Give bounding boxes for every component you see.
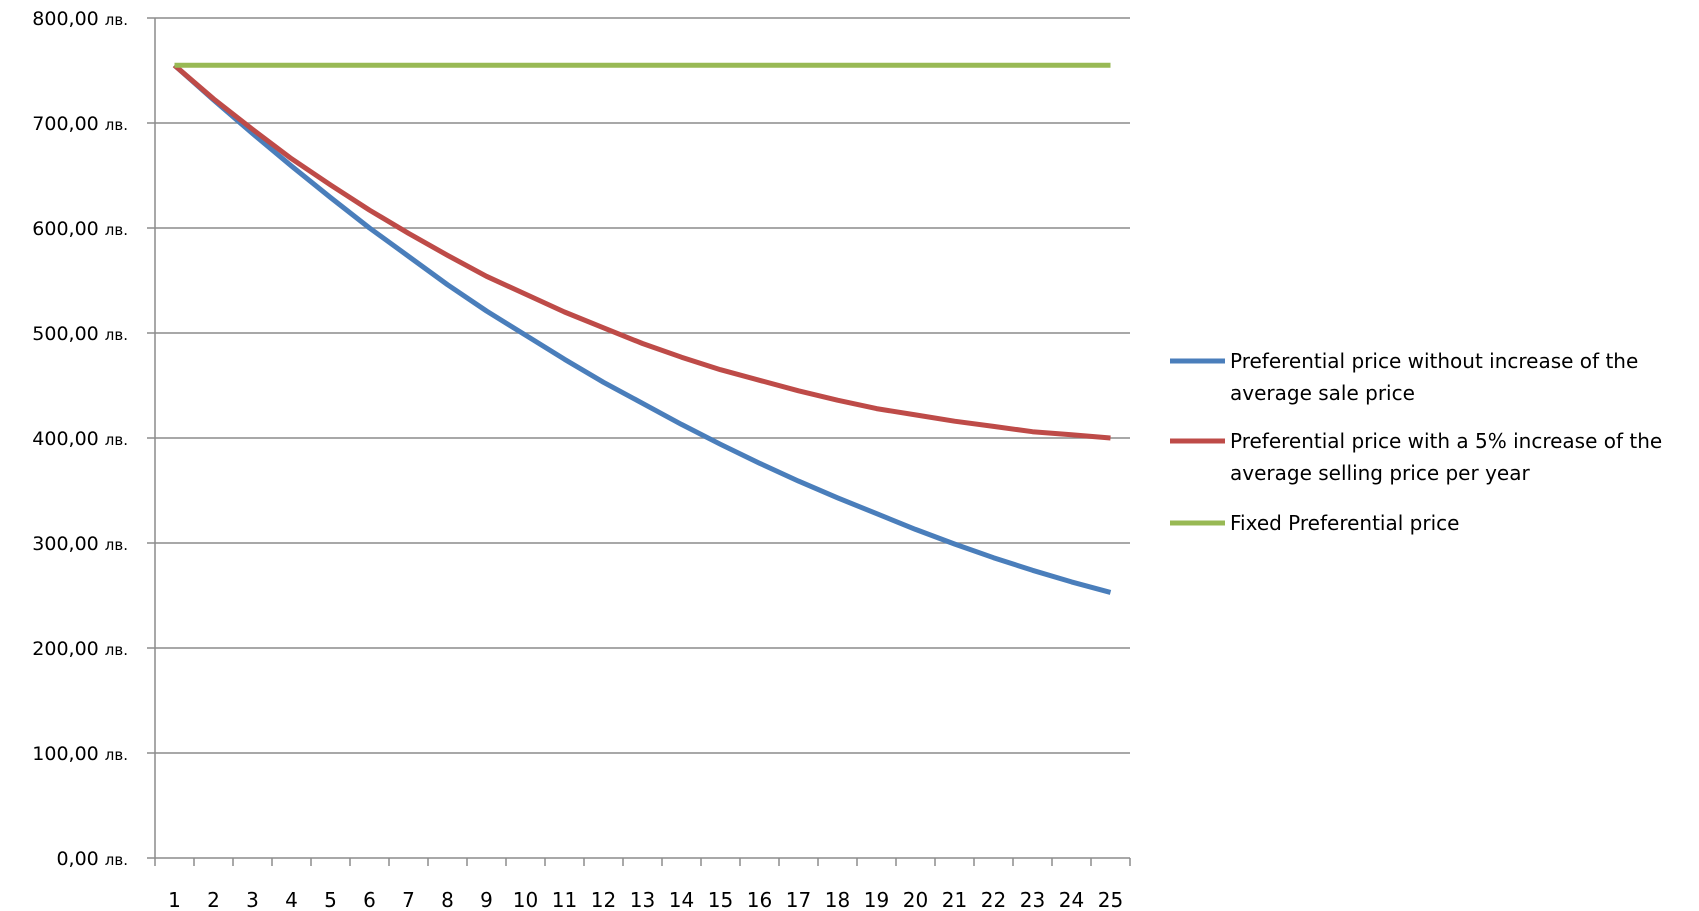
x-tick-label: 12 <box>591 888 616 911</box>
y-tick-unit: лв. <box>105 221 128 239</box>
x-tick-label: 22 <box>981 888 1006 911</box>
x-tick-label: 19 <box>864 888 889 911</box>
y-tick-value: 500,00 <box>32 323 105 345</box>
y-tick-label: 300,00 лв. <box>32 533 128 555</box>
x-tick-label: 24 <box>1059 888 1084 911</box>
x-tick-label: 10 <box>513 888 538 911</box>
legend-label: average sale price <box>1230 381 1415 405</box>
y-tick-label: 400,00 лв. <box>32 428 128 450</box>
y-tick-value: 300,00 <box>32 533 105 555</box>
y-tick-value: 800,00 <box>32 8 105 30</box>
x-axis-tick-labels: 1 2 3 4 5 6 7 8 9 10 11 12 13 14 15 16 17 18 19 20 21 22 23 24 2… <box>168 888 1123 911</box>
y-tick-label: 100,00 лв. <box>32 743 128 765</box>
y-tick-value: 400,00 <box>32 428 105 450</box>
x-tick-label: 4 <box>285 888 298 911</box>
x-tick-label: 5 <box>324 888 337 911</box>
legend-item: Preferential price with a 5% increase of… <box>1170 429 1662 485</box>
legend-label: Preferential price with a 5% increase of… <box>1230 429 1662 453</box>
series-line-2 <box>172 63 1111 441</box>
x-tick-label: 23 <box>1020 888 1045 911</box>
y-tick-value: 700,00 <box>32 113 105 135</box>
x-tick-label: 2 <box>207 888 220 911</box>
y-tick-unit: лв. <box>105 431 128 449</box>
y-tick-value: 600,00 <box>32 218 105 240</box>
y-tick-value: 100,00 <box>32 743 105 765</box>
x-tick-label: 7 <box>402 888 415 911</box>
y-tick-label: 800,00 лв. <box>32 8 128 30</box>
y-tick-unit: лв. <box>105 11 128 29</box>
y-tick-value: 200,00 <box>32 638 105 660</box>
x-tick-label: 11 <box>552 888 577 911</box>
series-line-1 <box>172 63 1112 595</box>
x-tick-label: 21 <box>942 888 967 911</box>
legend-item: Preferential price without increase of t… <box>1170 349 1638 405</box>
series-lines <box>172 62 1112 595</box>
y-tick-unit: лв. <box>105 116 128 134</box>
y-tick-label: 500,00 лв. <box>32 323 128 345</box>
x-tick-label: 17 <box>786 888 811 911</box>
y-tick-unit: лв. <box>105 746 128 764</box>
y-tick-unit: лв. <box>105 536 128 554</box>
gridlines <box>155 17 1130 754</box>
x-tick-label: 1 <box>168 888 181 911</box>
x-tick-label: 3 <box>246 888 259 911</box>
y-tick-label: 200,00 лв. <box>32 638 128 660</box>
y-tick-unit: лв. <box>105 326 128 344</box>
y-tick-unit: лв. <box>105 851 128 869</box>
y-tick-label: 600,00 лв. <box>32 218 128 240</box>
legend: Preferential price without increase of t… <box>1170 349 1662 535</box>
x-tick-label: 15 <box>708 888 733 911</box>
x-tick-label: 13 <box>630 888 655 911</box>
legend-item: Fixed Preferential price <box>1170 511 1459 535</box>
legend-label: Fixed Preferential price <box>1230 511 1459 535</box>
legend-label: average selling price per year <box>1230 461 1530 485</box>
y-tick-unit: лв. <box>105 641 128 659</box>
x-tick-label: 8 <box>441 888 454 911</box>
x-tick-label: 18 <box>825 888 850 911</box>
axes <box>147 17 1131 866</box>
y-tick-label: 0,00 лв. <box>56 848 128 870</box>
x-tick-label: 6 <box>363 888 376 911</box>
x-tick-label: 25 <box>1098 888 1123 911</box>
legend-label: Preferential price without increase of t… <box>1230 349 1638 373</box>
x-tick-label: 16 <box>747 888 772 911</box>
y-tick-label: 700,00 лв. <box>32 113 128 135</box>
y-axis-tick-labels: 0,00 лв.100,00 лв.200,00 лв.300,00 лв.40… <box>32 8 128 870</box>
x-tick-label: 9 <box>480 888 493 911</box>
y-tick-value: 0,00 <box>56 848 104 870</box>
x-tick-label: 20 <box>903 888 928 911</box>
x-tick-label: 14 <box>669 888 694 911</box>
